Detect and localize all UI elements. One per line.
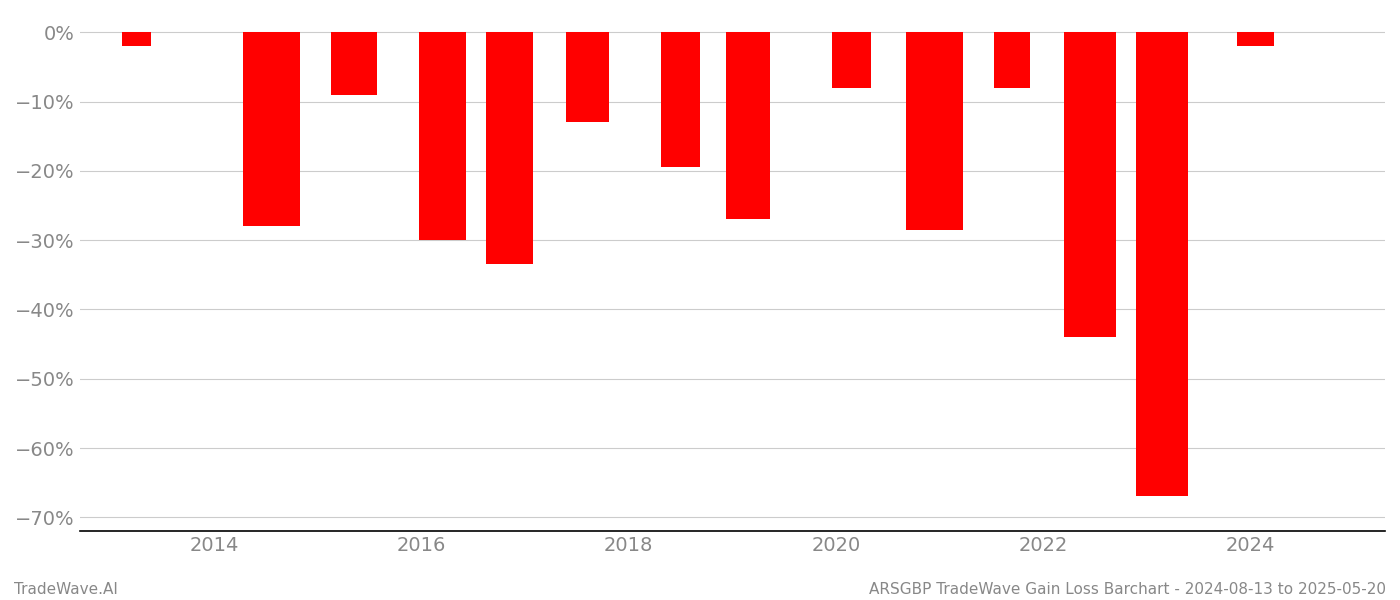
Text: TradeWave.AI: TradeWave.AI: [14, 582, 118, 597]
Bar: [330, 32, 378, 95]
Bar: [419, 32, 466, 240]
Bar: [994, 32, 1030, 88]
Bar: [906, 32, 963, 230]
Bar: [1137, 32, 1189, 496]
Bar: [1064, 32, 1116, 337]
Bar: [242, 32, 300, 226]
Bar: [1238, 32, 1274, 46]
Bar: [566, 32, 609, 122]
Bar: [122, 32, 151, 46]
Text: ARSGBP TradeWave Gain Loss Barchart - 2024-08-13 to 2025-05-20: ARSGBP TradeWave Gain Loss Barchart - 20…: [869, 582, 1386, 597]
Bar: [832, 32, 871, 88]
Bar: [486, 32, 533, 265]
Bar: [661, 32, 700, 167]
Bar: [727, 32, 770, 220]
